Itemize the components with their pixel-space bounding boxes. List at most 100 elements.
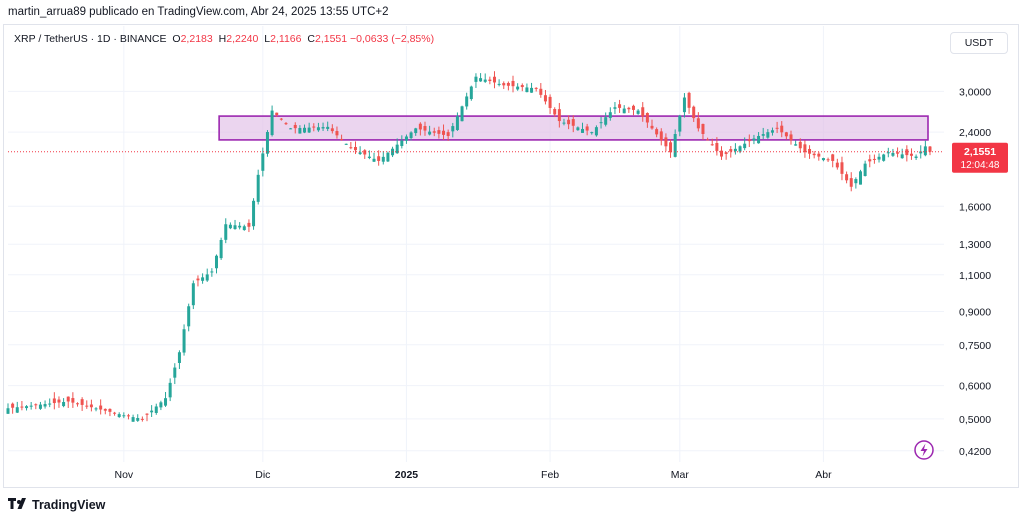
- candle-body: [150, 410, 154, 413]
- candle-body: [775, 127, 779, 129]
- candle-body: [896, 152, 900, 154]
- candle-body: [868, 159, 872, 162]
- candle-body: [914, 156, 918, 158]
- candle-body: [460, 106, 464, 122]
- x-tick-label: Feb: [541, 469, 559, 481]
- candle-body: [103, 408, 107, 411]
- candle-body: [909, 153, 913, 156]
- candle-body: [442, 130, 446, 135]
- candle-body: [479, 78, 483, 82]
- candle-body: [303, 127, 307, 133]
- candle-body: [210, 271, 214, 273]
- candle-body: [38, 404, 42, 409]
- low-label: L: [264, 33, 271, 45]
- candle-body: [353, 146, 357, 151]
- candle-body: [414, 128, 418, 134]
- candle-body: [187, 306, 191, 327]
- candle-body: [720, 150, 724, 157]
- candle-body: [886, 152, 890, 154]
- publisher-line: martin_arrua89 publicado en TradingView.…: [8, 6, 389, 18]
- tradingview-brand[interactable]: TradingView: [8, 496, 105, 514]
- candle-body: [52, 398, 56, 404]
- candle-body: [6, 408, 10, 414]
- candle-body: [57, 399, 61, 403]
- candle-body: [534, 87, 538, 89]
- candle-body: [423, 126, 427, 131]
- currency-button[interactable]: USDT: [950, 32, 1008, 54]
- candle-body: [43, 404, 47, 407]
- y-tick-label: 1,1000: [959, 270, 991, 282]
- candle-body: [89, 404, 93, 408]
- candle-body: [673, 134, 677, 157]
- candle-body: [803, 144, 807, 153]
- candle-body: [831, 154, 835, 161]
- candle-body: [506, 82, 510, 86]
- symbol-name[interactable]: XRP / TetherUS · 1D · BINANCE: [14, 33, 167, 45]
- candle-body: [219, 239, 223, 259]
- candle-body: [599, 122, 603, 124]
- candle-body: [400, 140, 404, 147]
- candle-body: [854, 179, 858, 184]
- candle-body: [145, 413, 149, 415]
- brand-name: TradingView: [32, 498, 106, 512]
- candle-body: [622, 108, 626, 114]
- candle-body: [469, 86, 473, 100]
- candle-body: [164, 398, 168, 406]
- candle-body: [645, 113, 649, 123]
- candle-body: [877, 156, 881, 160]
- candle-body: [80, 399, 84, 405]
- candle-body: [770, 130, 774, 133]
- candle-body: [669, 142, 673, 153]
- candle-body: [284, 123, 288, 125]
- candle-body: [710, 144, 714, 146]
- candle-body: [367, 156, 371, 158]
- candle-body: [636, 110, 640, 114]
- candle-body: [409, 132, 413, 139]
- lightning-icon[interactable]: [914, 440, 934, 460]
- candle-body: [627, 107, 631, 110]
- candle-body: [191, 283, 195, 306]
- low-value: 2,1166: [270, 33, 302, 45]
- candle-body: [252, 200, 256, 227]
- candle-body: [530, 87, 534, 93]
- candle-body: [525, 87, 529, 93]
- candle-body: [196, 278, 200, 281]
- high-value: 2,2240: [226, 33, 259, 45]
- candle-body: [687, 92, 691, 108]
- candle-body: [659, 131, 663, 141]
- y-tick-label: 0,9000: [959, 306, 991, 318]
- y-tick-label: 0,4200: [959, 446, 991, 458]
- candle-body: [15, 407, 19, 413]
- candle-body: [664, 137, 668, 147]
- candle-body: [29, 405, 33, 407]
- candle-body: [511, 80, 515, 87]
- candle-body: [567, 119, 571, 125]
- candle-body: [71, 398, 75, 403]
- candle-body: [395, 144, 399, 154]
- candle-body: [428, 131, 432, 135]
- grid-lines: [8, 26, 944, 462]
- candle-body: [465, 96, 469, 107]
- candle-body: [631, 105, 635, 110]
- candle-body: [363, 150, 367, 155]
- candle-body: [701, 123, 705, 134]
- candle-body: [474, 76, 478, 82]
- x-tick-label: 2025: [395, 469, 419, 481]
- candle-body: [729, 149, 733, 152]
- candle-body: [794, 144, 798, 146]
- candle-body: [136, 417, 140, 421]
- candle-body: [113, 412, 117, 414]
- close-value: 2,1551: [314, 33, 348, 45]
- candle-body: [817, 153, 821, 157]
- candle-body: [553, 109, 557, 115]
- candle-body: [335, 131, 339, 136]
- candle-body: [344, 143, 348, 145]
- candle-body: [715, 142, 719, 151]
- candle-body: [650, 125, 654, 129]
- candle-body: [404, 136, 408, 141]
- candle-body: [859, 171, 863, 185]
- candle-body: [849, 178, 853, 187]
- candle-body: [733, 148, 737, 152]
- candle-body: [576, 127, 580, 131]
